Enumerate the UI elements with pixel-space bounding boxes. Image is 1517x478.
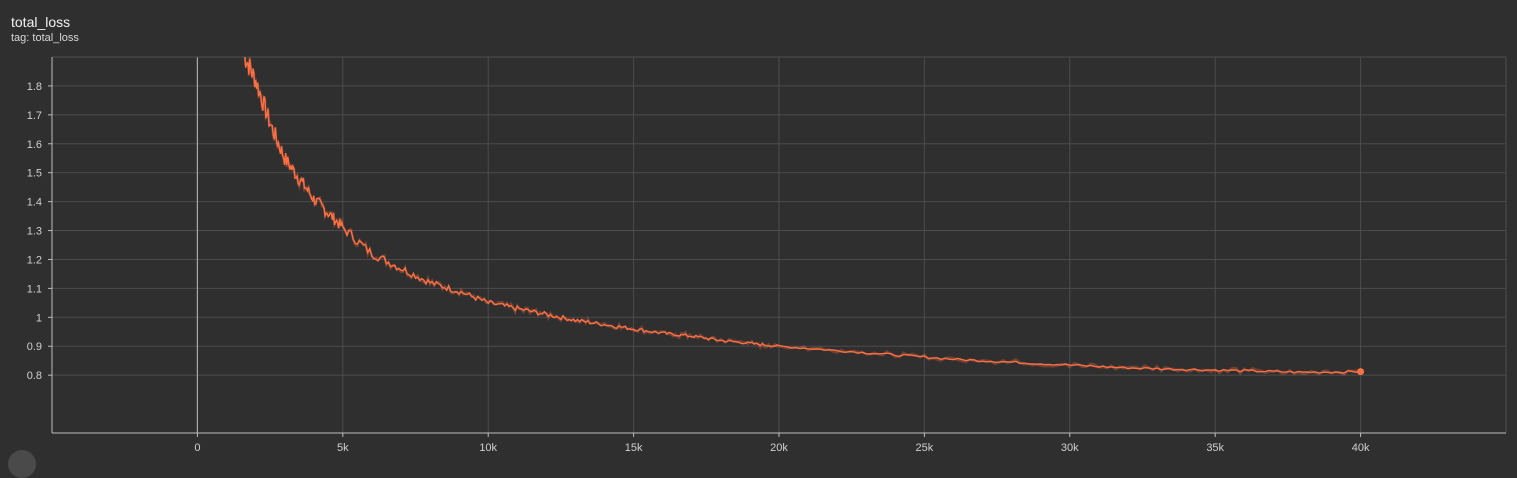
y-tick-label: 0.8 — [27, 370, 42, 382]
series-layer — [243, 57, 1365, 377]
y-tick-label: 1.2 — [27, 254, 42, 266]
x-tick-label: 35k — [1206, 442, 1224, 454]
y-tick-label: 1.8 — [27, 81, 42, 93]
x-tick-label: 0 — [194, 442, 200, 454]
series-line — [244, 57, 1361, 374]
x-tick-label: 10k — [479, 442, 497, 454]
loss-chart[interactable]: 0.8 0.9 1 1.1 1.2 1.3 1.4 1.5 1.6 1.7 1.8 0 5k 10k 15k… — [0, 0, 1517, 459]
x-tick-label: 20k — [770, 442, 788, 454]
x-tick-label: 30k — [1061, 442, 1079, 454]
series-raw-line — [243, 57, 1361, 377]
y-tick-label: 1.4 — [27, 197, 42, 209]
grid — [52, 56, 1507, 433]
y-tick-label: 1.3 — [27, 226, 42, 238]
x-tick-label: 15k — [625, 442, 643, 454]
y-tick-label: 1.7 — [27, 110, 42, 122]
x-tick-label: 40k — [1352, 442, 1370, 454]
x-tick-label: 25k — [916, 442, 934, 454]
x-tick-label: 5k — [337, 442, 349, 454]
y-tick-label: 1.1 — [27, 283, 42, 295]
chart-tag: tag: total_loss — [11, 32, 79, 44]
chart-title: total_loss — [11, 14, 71, 30]
y-tick-label: 1 — [36, 312, 42, 324]
axes: 0.8 0.9 1 1.1 1.2 1.3 1.4 1.5 1.6 1.7 1.8 0 5k 10k 15k… — [27, 57, 1506, 454]
y-tick-label: 0.9 — [27, 341, 42, 353]
y-tick-label: 1.6 — [27, 139, 42, 151]
expand-chart-icon[interactable] — [8, 450, 36, 478]
last-point-marker — [1357, 368, 1365, 376]
y-tick-label: 1.5 — [27, 168, 42, 180]
card-header: total_loss tag: total_loss — [11, 14, 79, 45]
